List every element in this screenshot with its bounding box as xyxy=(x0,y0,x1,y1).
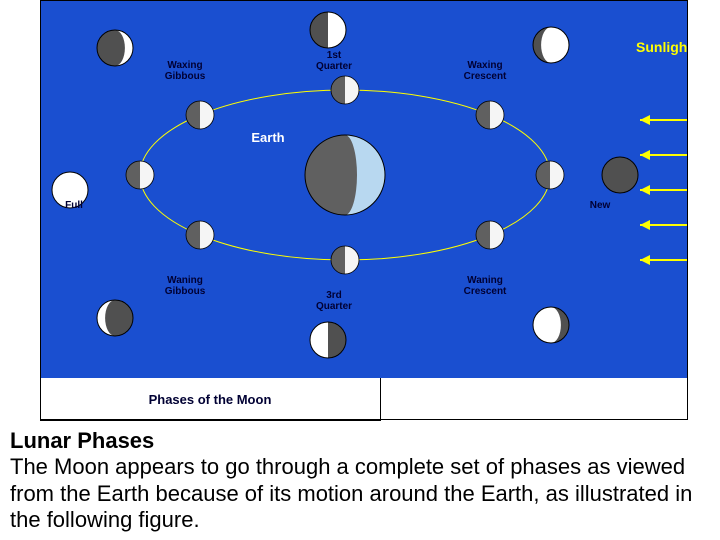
body-text: Lunar Phases The Moon appears to go thro… xyxy=(10,428,710,534)
outer-frame xyxy=(40,0,688,420)
body-heading: Lunar Phases xyxy=(10,428,154,453)
body-paragraph: The Moon appears to go through a complet… xyxy=(10,454,692,532)
